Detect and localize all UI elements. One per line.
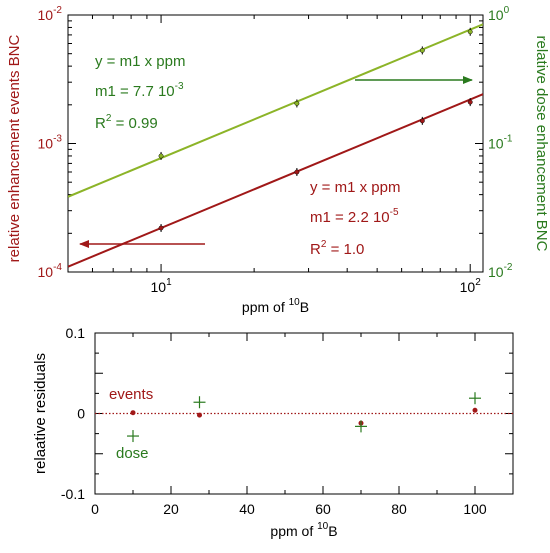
events-point	[294, 169, 300, 175]
top-right-y-tick-label-1: 10-1	[488, 134, 513, 152]
dose-point	[158, 153, 164, 159]
bottom-x-tick-label: 40	[239, 501, 255, 517]
events-fit-slope: m1 = 2.2 10-5	[310, 207, 399, 226]
bottom-y-axis-label: relaative residuals	[32, 353, 49, 474]
bottom-x-tick-label: 80	[391, 501, 407, 517]
top-left-y-tick-label-2-base: 10	[38, 7, 54, 23]
top-x-tick-label-0-exp: 1	[166, 277, 172, 288]
top-left-y-tick-label-1: 10-3	[38, 134, 63, 152]
top-x-axis-label-main: ppm of	[242, 299, 289, 315]
top-left-y-tick-label-1-exp: -3	[53, 134, 62, 145]
dose-residual-point	[127, 430, 139, 443]
top-left-y-tick-label-2-exp: -2	[53, 5, 62, 16]
dose-fit-line	[68, 23, 483, 198]
events-point	[467, 99, 473, 105]
dose-fit-r2-value: = 0.99	[111, 115, 157, 132]
dose-point	[294, 100, 300, 106]
top-right-y-tick-label-0: 10-2	[488, 262, 513, 280]
bottom-x-tick-label: 100	[463, 501, 487, 517]
bottom-x-axis-label-sup: 10	[317, 521, 329, 532]
top-left-y-tick-label-0-exp: -4	[53, 262, 62, 273]
dose-fit-r2-label: R	[95, 115, 106, 132]
events-residual-point	[472, 407, 478, 413]
top-right-y-tick-label-1-base: 10	[488, 136, 504, 152]
top-x-axis-label: ppm of 10B	[242, 297, 309, 315]
top-right-y-tick-label-2-exp: 0	[504, 5, 510, 16]
dose-fit-r2-sup: 2	[106, 113, 112, 124]
top-right-y-tick-label-2-base: 10	[488, 7, 504, 23]
dose-fit-slope-value: m1 = 7.7 10	[95, 83, 175, 100]
dose-residual-point	[193, 396, 206, 409]
bottom-x-axis-label-tail: B	[328, 523, 337, 539]
top-x-tick-label-1: 102	[460, 277, 482, 295]
bottom-x-axis-label-main: ppm of	[270, 523, 317, 539]
dose-residual-point	[469, 392, 481, 405]
events-fit-r2-value: = 1.0	[326, 241, 364, 258]
top-x-tick-label-1-base: 10	[460, 279, 476, 295]
events-fit-r2-label: R	[310, 241, 321, 258]
events-fit-slope-exp: -5	[390, 207, 399, 218]
events-point	[419, 118, 425, 124]
dose-fit-slope: m1 = 7.7 10-3	[95, 81, 184, 100]
dose-fit-slope-exp: -3	[175, 81, 184, 92]
bottom-x-tick-label: 0	[91, 501, 99, 517]
bottom-y-tick-label: -0.1	[61, 486, 85, 502]
top-right-y-tick-label-2: 100	[488, 5, 510, 23]
events-fit-slope-value: m1 = 2.2 10	[310, 209, 390, 226]
dose-point	[467, 29, 473, 35]
top-x-tick-label-0-base: 10	[150, 279, 166, 295]
top-right-y-tick-label-0-base: 10	[488, 264, 504, 280]
bottom-x-axis-label: ppm of 10B	[270, 521, 337, 539]
events-fit-r2-sup: 2	[321, 239, 327, 250]
events-series-label: events	[109, 386, 153, 403]
events-point	[158, 225, 164, 231]
events-fit-r2: R2 = 1.0	[310, 239, 364, 258]
top-left-y-axis-label: relative enhancement events BNC	[6, 35, 23, 263]
events-residual-point	[197, 412, 202, 418]
top-left-y-tick-label-0: 10-4	[38, 262, 63, 280]
dose-fit-r2: R2 = 0.99	[95, 113, 158, 132]
dose-fit-equation: y = m1 x ppm	[95, 53, 185, 70]
bottom-x-tick-label: 60	[315, 501, 331, 517]
dose-series-label: dose	[116, 445, 149, 462]
top-x-tick-label-1-exp: 2	[475, 277, 481, 288]
top-x-axis-label-sup: 10	[289, 297, 301, 308]
top-x-axis-label-tail: B	[300, 299, 309, 315]
top-left-y-tick-label-1-base: 10	[38, 136, 54, 152]
dose-point	[419, 47, 425, 53]
events-residual-point	[130, 410, 136, 416]
top-right-y-tick-label-1-exp: -1	[504, 134, 513, 145]
events-fit-line	[68, 93, 483, 268]
dose-residual-point	[355, 420, 367, 433]
top-right-y-tick-label-0-exp: -2	[504, 262, 513, 273]
events-fit-equation: y = m1 x ppm	[310, 179, 400, 196]
bottom-y-tick-label: 0.1	[66, 325, 86, 341]
top-left-y-tick-label-2: 10-2	[38, 5, 63, 23]
top-right-y-axis-label: relative dose enhancement BNC	[533, 36, 550, 252]
bottom-plot-frame	[94, 332, 514, 495]
top-left-y-tick-label-0-base: 10	[38, 264, 54, 280]
bottom-x-tick-label: 20	[163, 501, 179, 517]
top-x-tick-label-0: 101	[150, 277, 172, 295]
bottom-y-tick-label: 0	[77, 406, 85, 422]
